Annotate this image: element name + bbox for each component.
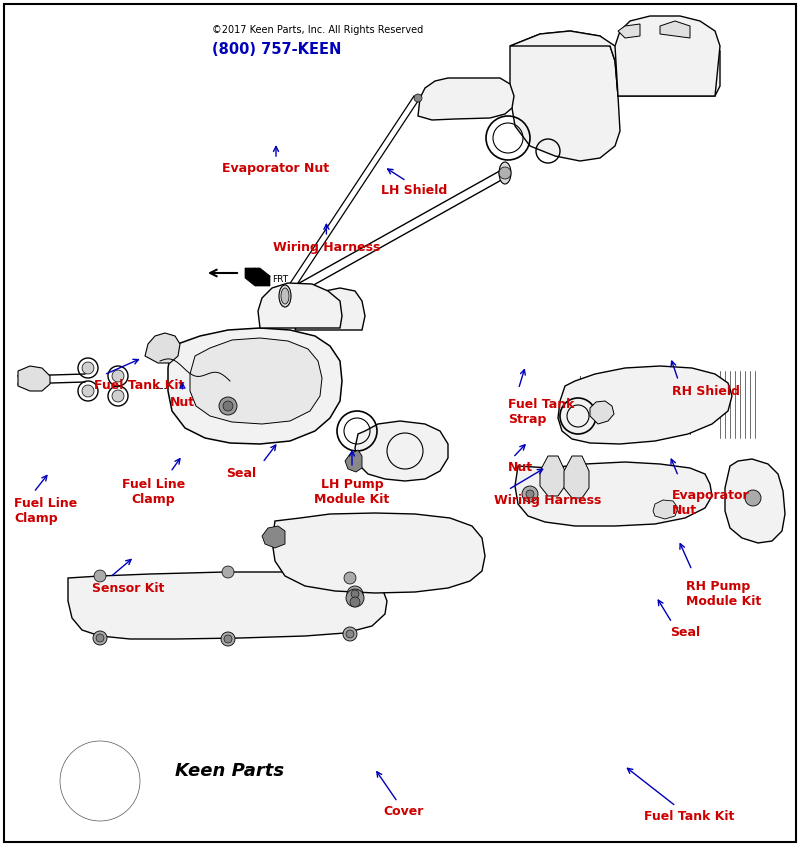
Circle shape [94, 570, 106, 582]
Polygon shape [510, 31, 620, 161]
Ellipse shape [281, 288, 289, 304]
Polygon shape [418, 78, 514, 120]
Polygon shape [145, 333, 180, 363]
Text: Nut: Nut [170, 396, 195, 409]
Text: Wiring Harness: Wiring Harness [273, 241, 380, 254]
Text: LH Pump
Module Kit: LH Pump Module Kit [314, 478, 390, 506]
Circle shape [350, 597, 360, 607]
Polygon shape [262, 526, 285, 548]
Text: Fuel Tank
Strap: Fuel Tank Strap [508, 398, 574, 426]
Text: Fuel Tank Kit: Fuel Tank Kit [94, 379, 185, 392]
Polygon shape [540, 456, 565, 496]
Text: Seal: Seal [226, 467, 256, 480]
Polygon shape [345, 450, 362, 472]
Circle shape [82, 362, 94, 374]
Text: ©2017 Keen Parts, Inc. All Rights Reserved: ©2017 Keen Parts, Inc. All Rights Reserv… [212, 25, 423, 36]
Circle shape [522, 486, 538, 502]
Circle shape [82, 385, 94, 397]
Polygon shape [564, 456, 589, 498]
Polygon shape [18, 366, 50, 391]
Text: Keen Parts: Keen Parts [175, 762, 284, 780]
Circle shape [93, 631, 107, 645]
Polygon shape [615, 16, 720, 96]
Circle shape [221, 632, 235, 646]
Circle shape [343, 627, 357, 641]
Polygon shape [168, 328, 342, 444]
Circle shape [499, 167, 511, 179]
Text: (800) 757-KEEN: (800) 757-KEEN [212, 41, 342, 57]
Ellipse shape [279, 285, 291, 307]
Text: Fuel Tank Kit: Fuel Tank Kit [645, 810, 734, 823]
Text: RH Pump
Module Kit: RH Pump Module Kit [686, 580, 762, 607]
Circle shape [414, 94, 422, 102]
Text: Cover: Cover [384, 805, 424, 818]
Polygon shape [725, 459, 785, 543]
Polygon shape [68, 572, 387, 639]
Polygon shape [245, 268, 270, 286]
Text: Fuel Line
Clamp: Fuel Line Clamp [14, 497, 78, 525]
Polygon shape [510, 31, 720, 96]
Circle shape [745, 490, 761, 506]
Polygon shape [258, 283, 342, 328]
Text: Evaporator
Nut: Evaporator Nut [672, 489, 750, 517]
Ellipse shape [499, 162, 511, 184]
Circle shape [112, 390, 124, 402]
Text: Nut: Nut [508, 461, 533, 474]
Circle shape [224, 635, 232, 643]
Circle shape [346, 589, 364, 607]
Polygon shape [272, 513, 485, 593]
Polygon shape [590, 401, 614, 424]
Text: LH Shield: LH Shield [382, 184, 447, 197]
Polygon shape [653, 500, 678, 519]
Text: Fuel Line
Clamp: Fuel Line Clamp [122, 478, 186, 506]
Circle shape [223, 401, 233, 411]
Circle shape [526, 490, 534, 498]
Polygon shape [355, 421, 448, 481]
Circle shape [344, 572, 356, 584]
Polygon shape [660, 21, 690, 38]
Text: Seal: Seal [670, 626, 701, 639]
Polygon shape [618, 24, 640, 38]
Text: Wiring Harness: Wiring Harness [494, 494, 602, 507]
Circle shape [96, 634, 104, 642]
Circle shape [219, 397, 237, 415]
Circle shape [347, 586, 363, 602]
Circle shape [351, 590, 359, 598]
Text: FRT: FRT [272, 274, 288, 283]
Polygon shape [515, 462, 712, 526]
Polygon shape [558, 366, 732, 444]
Circle shape [112, 370, 124, 382]
Polygon shape [295, 288, 365, 330]
Text: RH Shield: RH Shield [672, 385, 740, 398]
Circle shape [222, 566, 234, 578]
Text: Sensor Kit: Sensor Kit [92, 582, 164, 595]
Text: Evaporator Nut: Evaporator Nut [222, 162, 330, 175]
Circle shape [346, 630, 354, 638]
Polygon shape [190, 338, 322, 424]
